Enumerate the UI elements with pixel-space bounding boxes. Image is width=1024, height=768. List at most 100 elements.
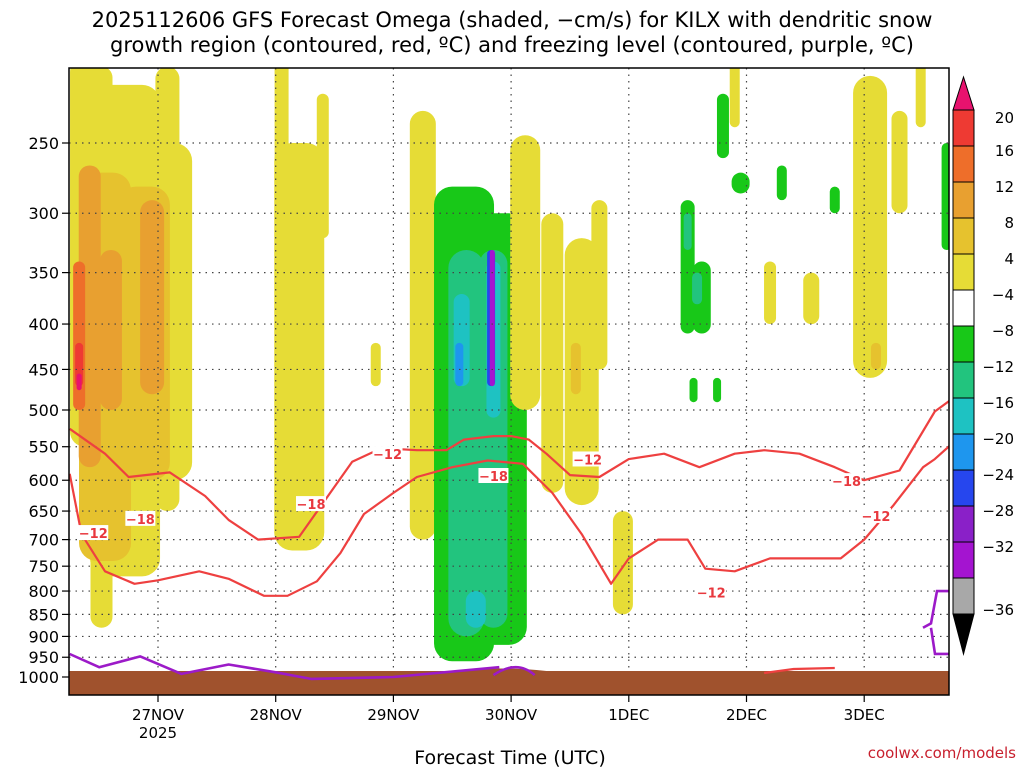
x-tick-label: 1DEC (608, 706, 649, 724)
freezing-level-line (922, 589, 949, 656)
x-tick-label: 2DEC (726, 706, 767, 724)
omega-blob (140, 200, 165, 395)
colorbar-swatch (952, 145, 975, 183)
y-tick-label: 700 (28, 531, 59, 550)
colorbar-swatch (952, 253, 975, 291)
colorbar-swatch (952, 469, 975, 507)
omega-blob (829, 186, 840, 214)
omega-blob (729, 68, 740, 128)
contour-labels: −12 −18 −18 −12 −18 −12 −12 −18 −12 (78, 446, 891, 601)
colorbar-label: 8 (1004, 214, 1014, 232)
omega-blob (76, 373, 82, 391)
contour-line (69, 444, 949, 597)
colorbar-label: −24 (982, 466, 1014, 484)
y-tick-label: 900 (28, 627, 59, 646)
colorbar-label: −36 (982, 601, 1014, 619)
freezing-level-line (69, 652, 500, 681)
contour-label: −18 (297, 498, 326, 513)
contour-label: −12 (861, 510, 890, 525)
surface-band (69, 671, 949, 695)
omega-blob (713, 377, 722, 403)
omega-blob (564, 238, 599, 506)
omega-blob (891, 110, 908, 214)
x-tick-label: 28NOV (250, 706, 303, 724)
contour-label-box (78, 525, 109, 541)
contour-label-box (296, 496, 327, 512)
omega-blob (489, 249, 495, 387)
omega-blob (692, 272, 703, 305)
colorbar-label: 12 (995, 178, 1014, 196)
colorbar-swatch (952, 325, 975, 363)
colorbar-label: 4 (1004, 250, 1014, 268)
colorbar-label: −16 (982, 394, 1014, 412)
y-tick-label: 750 (28, 557, 59, 576)
y-tick-label: 650 (28, 502, 59, 521)
y-tick-label: 600 (28, 471, 59, 490)
omega-blob (853, 75, 888, 378)
colorbar-swatch (952, 541, 975, 579)
colorbar-label: −12 (982, 358, 1014, 376)
colorbar-label: −4 (992, 286, 1014, 304)
omega-blob (541, 213, 564, 493)
x-tick-label: 29NOV (367, 706, 420, 724)
contour-label: −12 (373, 448, 402, 463)
y-axis: 250 300 350 400 450 500 550 600 650 700 750 800 850 9… (18, 134, 69, 687)
y-tick-label: 800 (28, 582, 59, 601)
colorbar-label: −8 (992, 322, 1014, 340)
omega-blob (370, 342, 381, 387)
contour-label-box (478, 468, 509, 484)
omega-blob (870, 342, 881, 370)
x-axis: 27NOV 28NOV 29NOV 30NOV 1DEC 2DEC 3DEC 2025 (132, 695, 885, 742)
omega-blob (803, 272, 820, 325)
contour-line (69, 399, 949, 541)
omega-blob (99, 249, 122, 410)
y-tick-label: 950 (28, 648, 59, 667)
x-tick-label: 3DEC (844, 706, 885, 724)
omega-shading (70, 68, 949, 662)
grid-lines (69, 68, 949, 695)
colorbar-swatch (952, 577, 975, 615)
omega-blob (689, 377, 698, 403)
omega-blob (764, 261, 777, 325)
contour-label-box (831, 473, 862, 489)
x-tick-label: 27NOV (132, 706, 185, 724)
x-tick-label: 30NOV (485, 706, 538, 724)
colorbar: 20 16 12 8 4 −4 −8 −12 −16 −20 −24 −28 −32 −36 (952, 75, 1014, 656)
y-tick-label: 250 (28, 134, 59, 153)
chart-title-line1: 2025112606 GFS Forecast Omega (shaded, −… (92, 8, 933, 32)
y-tick-label: 850 (28, 605, 59, 624)
omega-blob (409, 110, 436, 540)
contour-label-box (572, 451, 603, 467)
omega-blob (915, 68, 926, 128)
x-axis-label: Forecast Time (UTC) (414, 747, 605, 768)
colorbar-swatch (952, 505, 975, 543)
omega-blob (731, 172, 750, 194)
colorbar-label: 16 (995, 142, 1014, 160)
colorbar-label: −20 (982, 430, 1014, 448)
omega-blob (941, 143, 949, 250)
colorbar-swatch (952, 109, 975, 147)
y-tick-label: 450 (28, 360, 59, 379)
omega-blob (683, 213, 692, 250)
colorbar-swatch (952, 217, 975, 255)
contour-label-box (372, 446, 403, 462)
chart-title-line2: growth region (contoured, red, ºC) and f… (110, 33, 914, 57)
colorbar-swatch (952, 361, 975, 399)
colorbar-swatch (952, 289, 975, 327)
colorbar-arrow-top (952, 75, 975, 111)
contour-label: −12 (573, 453, 602, 468)
colorbar-arrow-bottom (952, 613, 975, 656)
colorbar-label: −32 (982, 538, 1014, 556)
y-tick-label: 400 (28, 315, 59, 334)
omega-blob (612, 511, 633, 615)
contour-label: −18 (479, 470, 508, 485)
y-tick-label: 550 (28, 438, 59, 457)
freezing-level-line (492, 665, 536, 677)
contour-line (764, 666, 835, 675)
omega-blob (455, 342, 464, 387)
contour-label: −12 (697, 586, 726, 601)
omega-blob (716, 93, 729, 159)
plot-frame (68, 67, 950, 696)
contour-label: −18 (832, 475, 861, 490)
y-tick-label: 300 (28, 204, 59, 223)
